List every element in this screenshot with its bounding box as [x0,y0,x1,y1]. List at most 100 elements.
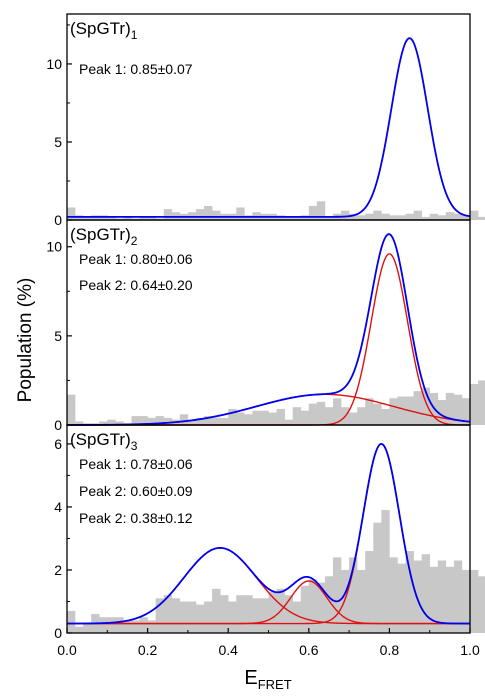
histogram-bar [123,216,132,220]
histogram-bar [284,216,293,220]
histogram-bar [268,412,277,425]
histogram-bar [179,601,189,633]
histogram-bar [470,569,479,633]
histogram-bar [405,213,414,220]
histogram-bar [75,626,84,633]
histogram-bar [179,414,189,425]
panel-label-subscript: 3 [131,439,138,453]
histogram-bar [244,595,253,633]
y-tick-label: 2 [54,562,62,578]
histogram-bar [300,410,310,425]
histogram-bar [107,419,116,425]
peak-annotation: Peak 1: 0.78±0.06 [79,456,193,472]
x-tick-label: 0.0 [57,642,77,658]
histogram-bar [155,218,165,220]
histogram-bar [413,210,422,220]
histogram-bar [115,617,124,633]
panel-label: (SpGTr)2 [70,225,138,248]
peak-annotation: Peak 2: 0.64±0.20 [79,277,193,293]
histogram-bar [365,551,374,633]
histogram-bar [212,417,221,425]
histogram-bar [381,510,390,633]
histogram-bar [437,560,447,633]
histogram-bar [316,401,326,425]
histogram-bar [244,414,253,425]
histogram-bar [405,551,414,633]
histogram-bar [220,417,229,425]
histogram-bar [413,560,422,633]
histogram-bar [357,407,366,425]
histogram-bar [155,598,165,633]
histogram-bar [437,215,447,220]
histogram-bar [171,598,181,633]
histogram-bar [341,210,350,220]
histogram-bar [99,421,108,425]
panel-3: 0 2 4 6 (SpGTr)3 Peak 1: 0.78±0.06 Peak 2: 0.6… [54,424,485,641]
histogram-bar [268,592,277,633]
histogram-bar [292,407,302,425]
y-tick-label: 5 [54,134,62,150]
histogram-bar [308,579,318,633]
histogram-bar [236,207,245,220]
histogram-bar [131,218,140,220]
panel-2: 0 5 10 (SpGTr)2 Peak 1: 0.80±0.06 Peak 2: 0.6… [46,219,485,433]
panel-frame [66,13,471,221]
histogram-bar [478,380,485,425]
fit-curve-total [66,442,470,625]
y-tick-label: 0 [54,625,62,641]
histogram-bar [381,408,390,425]
histogram-bar [212,210,221,220]
histogram-bar [373,210,382,220]
histogram-bar [373,522,382,633]
histogram-bar [461,215,471,220]
histogram-bar [155,416,165,425]
histogram-bar [445,566,455,633]
histogram-bar [365,398,374,425]
y-tick-label: 6 [54,436,62,452]
histogram-bar [397,215,406,220]
histogram-bar [115,218,124,220]
histogram-bar [75,421,84,425]
histogram-bar [195,417,205,425]
histogram-bar [381,213,390,220]
histogram-bar [341,569,350,633]
panel-label-subscript: 1 [131,28,138,42]
histogram-bar [324,407,334,425]
histogram-bar [187,601,197,633]
histogram-bar [147,216,156,220]
histogram-bar [139,416,148,425]
panel-label: (SpGTr)1 [70,19,138,42]
panel-label-main: (SpGTr) [70,19,131,38]
x-tick-label: 0.6 [299,642,319,658]
histogram-bar [437,400,447,425]
x-axis: 0.0 0.2 0.4 0.6 0.8 1.0 [57,628,480,658]
x-tick-label: 0.8 [380,642,400,658]
histogram-bar [228,408,237,425]
peak-annotation: Peak 1: 0.80±0.06 [79,251,193,267]
peak-annotation: Peak 1: 0.85±0.07 [79,61,193,77]
histogram-bar [260,410,269,425]
histogram-bar [300,585,310,633]
histogram-bar [284,419,293,425]
histogram-bar [453,394,463,425]
histogram-bar [187,419,197,425]
histogram-bar [308,403,318,425]
histogram-bar [429,213,439,220]
panel-label-main: (SpGTr) [70,225,131,244]
histogram-bar [349,213,358,220]
histogram-bar [99,617,108,633]
histogram-bar [421,554,430,633]
histogram-bar [413,391,422,425]
histogram-bar [349,412,358,425]
histogram-bar [324,576,334,633]
histogram-bar [252,598,261,633]
histogram-bar [131,416,140,425]
x-axis-label-subscript: FRET [258,677,292,692]
y-tick-label: 5 [54,328,62,344]
histogram-bar [429,566,439,633]
y-tick-label: 10 [46,239,62,255]
histogram-bar [292,216,302,220]
histogram-bar [139,216,148,220]
